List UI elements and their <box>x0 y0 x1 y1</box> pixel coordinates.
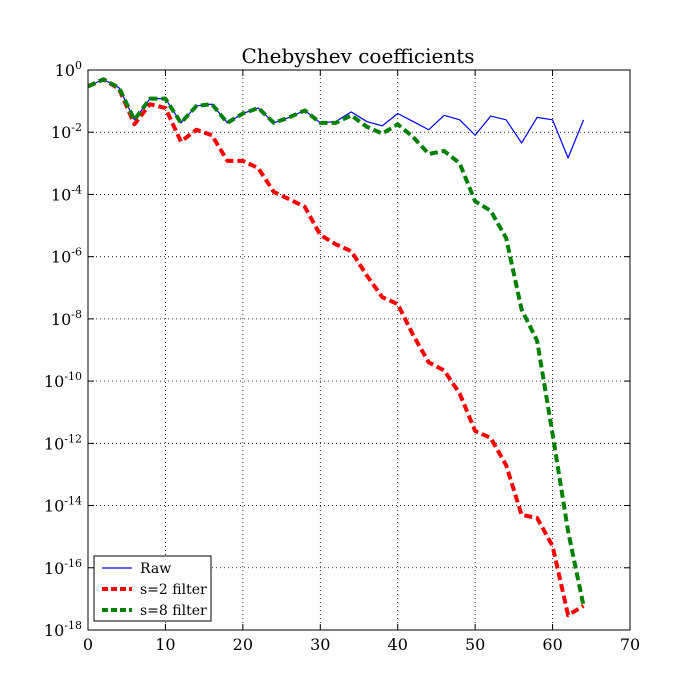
y-tick-exponent: -6 <box>71 246 82 259</box>
y-tick-exponent: -18 <box>64 619 82 632</box>
y-tick-label: 10-6 <box>51 246 82 267</box>
x-tick-label: 70 <box>620 635 640 654</box>
y-tick-base: 10 <box>51 185 71 204</box>
plot-frame <box>87 69 631 631</box>
y-tick-label: 10-2 <box>51 121 82 142</box>
y-tick-label: 10-12 <box>44 432 82 453</box>
y-tick-label: 10-14 <box>44 495 82 516</box>
y-tick-base: 10 <box>44 372 64 391</box>
y-tick-exponent: -16 <box>64 557 82 570</box>
ticks: 0 10 20 30 40 50 60 7010010-210-410-610-810-101… <box>44 59 640 654</box>
series-line-2 <box>88 77 586 607</box>
y-tick-label: 10-18 <box>44 619 82 640</box>
y-tick-base: 10 <box>44 621 64 640</box>
y-tick-label: 10-16 <box>44 557 82 578</box>
y-tick-label: 100 <box>55 59 82 80</box>
y-tick-label: 10-4 <box>51 183 82 204</box>
y-tick-exponent: -4 <box>71 183 82 196</box>
x-tick-label: 30 <box>310 635 330 654</box>
y-tick-exponent: 0 <box>75 59 82 72</box>
x-tick-label: 0 <box>83 635 93 654</box>
y-tick-exponent: -8 <box>71 308 82 321</box>
y-tick-base: 10 <box>44 434 64 453</box>
y-tick-base: 10 <box>44 559 64 578</box>
series-layer <box>88 77 586 618</box>
y-tick-base: 10 <box>51 248 71 267</box>
y-tick-exponent: -2 <box>71 121 82 134</box>
x-tick-label: 50 <box>465 635 485 654</box>
y-tick-label: 10-10 <box>44 370 82 391</box>
chart-title: Chebyshev coefficients <box>241 44 474 68</box>
legend-label-0: Raw <box>140 561 171 577</box>
legend: Raw s=2 filter s=8 filter <box>93 555 212 622</box>
x-tick-label: 60 <box>542 635 562 654</box>
grid <box>88 70 630 630</box>
y-tick-base: 10 <box>51 123 71 142</box>
y-tick-base: 10 <box>51 310 71 329</box>
y-tick-exponent: -10 <box>64 370 82 383</box>
y-tick-exponent: -12 <box>64 432 82 445</box>
x-tick-label: 10 <box>155 635 175 654</box>
legend-label-1: s=2 filter <box>140 582 207 598</box>
y-tick-exponent: -14 <box>64 495 82 508</box>
series-line-1 <box>88 77 585 618</box>
x-tick-label: 20 <box>233 635 253 654</box>
y-tick-base: 10 <box>55 61 75 80</box>
x-tick-label: 40 <box>388 635 408 654</box>
y-tick-base: 10 <box>44 497 64 516</box>
y-tick-label: 10-8 <box>51 308 82 329</box>
legend-label-2: s=8 filter <box>140 603 207 619</box>
